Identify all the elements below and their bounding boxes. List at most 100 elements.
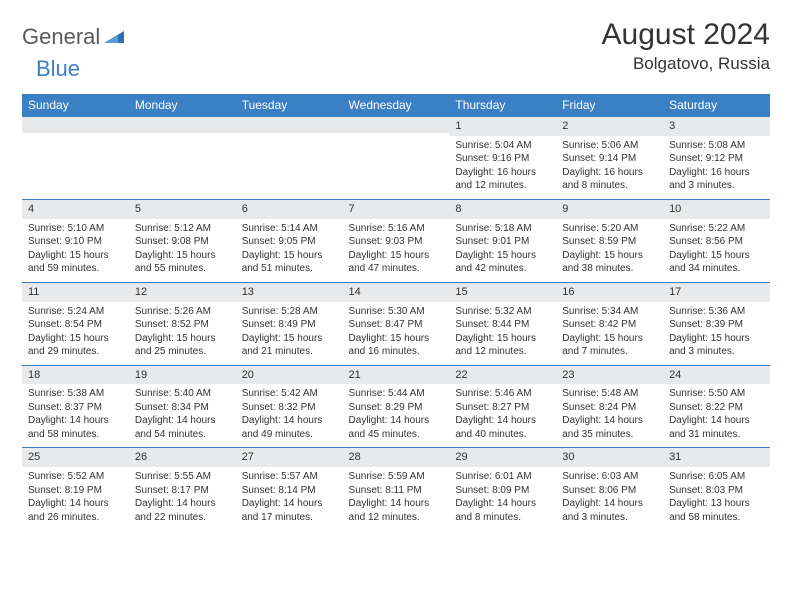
sunset-text: Sunset: 8:49 PM (242, 318, 337, 332)
sunrise-text: Sunrise: 5:34 AM (562, 305, 657, 319)
sunrise-text: Sunrise: 5:20 AM (562, 222, 657, 236)
day-details: Sunrise: 5:22 AMSunset: 8:56 PMDaylight:… (663, 219, 770, 282)
day-details: Sunrise: 5:28 AMSunset: 8:49 PMDaylight:… (236, 302, 343, 365)
sunrise-text: Sunrise: 5:16 AM (349, 222, 444, 236)
daylight-text: Daylight: 15 hours and 7 minutes. (562, 332, 657, 359)
day-number: 13 (236, 283, 343, 302)
day-number: 25 (22, 448, 129, 467)
sunrise-text: Sunrise: 5:59 AM (349, 470, 444, 484)
day-cell: 21Sunrise: 5:44 AMSunset: 8:29 PMDayligh… (343, 365, 450, 448)
day-cell (236, 117, 343, 200)
daylight-text: Daylight: 15 hours and 25 minutes. (135, 332, 230, 359)
day-details: Sunrise: 5:24 AMSunset: 8:54 PMDaylight:… (22, 302, 129, 365)
day-cell: 5Sunrise: 5:12 AMSunset: 9:08 PMDaylight… (129, 199, 236, 282)
day-details: Sunrise: 5:40 AMSunset: 8:34 PMDaylight:… (129, 384, 236, 447)
day-number: 19 (129, 366, 236, 385)
day-number: 9 (556, 200, 663, 219)
daylight-text: Daylight: 16 hours and 3 minutes. (669, 166, 764, 193)
daylight-text: Daylight: 15 hours and 29 minutes. (28, 332, 123, 359)
calendar-table: Sunday Monday Tuesday Wednesday Thursday… (22, 94, 770, 530)
day-cell (129, 117, 236, 200)
daylight-text: Daylight: 14 hours and 58 minutes. (28, 414, 123, 441)
day-number: 1 (449, 117, 556, 136)
day-cell: 3Sunrise: 5:08 AMSunset: 9:12 PMDaylight… (663, 117, 770, 200)
sunrise-text: Sunrise: 5:52 AM (28, 470, 123, 484)
daylight-text: Daylight: 14 hours and 26 minutes. (28, 497, 123, 524)
brand-logo: General (22, 18, 126, 50)
day-details: Sunrise: 5:48 AMSunset: 8:24 PMDaylight:… (556, 384, 663, 447)
daylight-text: Daylight: 15 hours and 16 minutes. (349, 332, 444, 359)
sunrise-text: Sunrise: 5:44 AM (349, 387, 444, 401)
daylight-text: Daylight: 15 hours and 12 minutes. (455, 332, 550, 359)
day-cell: 7Sunrise: 5:16 AMSunset: 9:03 PMDaylight… (343, 199, 450, 282)
brand-general: General (22, 24, 100, 50)
day-cell (343, 117, 450, 200)
sunset-text: Sunset: 8:52 PM (135, 318, 230, 332)
sunset-text: Sunset: 8:11 PM (349, 484, 444, 498)
sunset-text: Sunset: 8:22 PM (669, 401, 764, 415)
sunset-text: Sunset: 8:24 PM (562, 401, 657, 415)
daylight-text: Daylight: 14 hours and 17 minutes. (242, 497, 337, 524)
sunset-text: Sunset: 8:59 PM (562, 235, 657, 249)
day-details: Sunrise: 5:30 AMSunset: 8:47 PMDaylight:… (343, 302, 450, 365)
daylight-text: Daylight: 14 hours and 45 minutes. (349, 414, 444, 441)
sunrise-text: Sunrise: 6:03 AM (562, 470, 657, 484)
dayhead-thu: Thursday (449, 94, 556, 117)
day-cell: 16Sunrise: 5:34 AMSunset: 8:42 PMDayligh… (556, 282, 663, 365)
sunset-text: Sunset: 8:09 PM (455, 484, 550, 498)
daylight-text: Daylight: 13 hours and 58 minutes. (669, 497, 764, 524)
day-cell: 27Sunrise: 5:57 AMSunset: 8:14 PMDayligh… (236, 448, 343, 530)
sunrise-text: Sunrise: 5:32 AM (455, 305, 550, 319)
daylight-text: Daylight: 14 hours and 12 minutes. (349, 497, 444, 524)
sunset-text: Sunset: 9:05 PM (242, 235, 337, 249)
daylight-text: Daylight: 15 hours and 21 minutes. (242, 332, 337, 359)
daylight-text: Daylight: 15 hours and 55 minutes. (135, 249, 230, 276)
daylight-text: Daylight: 14 hours and 49 minutes. (242, 414, 337, 441)
day-details: Sunrise: 6:03 AMSunset: 8:06 PMDaylight:… (556, 467, 663, 530)
day-details: Sunrise: 5:46 AMSunset: 8:27 PMDaylight:… (449, 384, 556, 447)
day-number: 8 (449, 200, 556, 219)
day-details: Sunrise: 5:44 AMSunset: 8:29 PMDaylight:… (343, 384, 450, 447)
logo-triangle-icon (104, 27, 124, 48)
sunset-text: Sunset: 8:14 PM (242, 484, 337, 498)
dayhead-sat: Saturday (663, 94, 770, 117)
sunset-text: Sunset: 8:34 PM (135, 401, 230, 415)
sunset-text: Sunset: 8:06 PM (562, 484, 657, 498)
day-details: Sunrise: 5:57 AMSunset: 8:14 PMDaylight:… (236, 467, 343, 530)
day-details: Sunrise: 5:16 AMSunset: 9:03 PMDaylight:… (343, 219, 450, 282)
dayhead-fri: Friday (556, 94, 663, 117)
sunrise-text: Sunrise: 5:26 AM (135, 305, 230, 319)
sunrise-text: Sunrise: 5:12 AM (135, 222, 230, 236)
sunrise-text: Sunrise: 6:01 AM (455, 470, 550, 484)
daylight-text: Daylight: 14 hours and 3 minutes. (562, 497, 657, 524)
day-details: Sunrise: 5:12 AMSunset: 9:08 PMDaylight:… (129, 219, 236, 282)
sunset-text: Sunset: 8:27 PM (455, 401, 550, 415)
dayhead-tue: Tuesday (236, 94, 343, 117)
sunrise-text: Sunrise: 5:50 AM (669, 387, 764, 401)
sunrise-text: Sunrise: 5:48 AM (562, 387, 657, 401)
day-details: Sunrise: 5:55 AMSunset: 8:17 PMDaylight:… (129, 467, 236, 530)
daylight-text: Daylight: 14 hours and 35 minutes. (562, 414, 657, 441)
day-number: 30 (556, 448, 663, 467)
day-number: 11 (22, 283, 129, 302)
day-cell: 28 Sunrise: 5:59 AMSunset: 8:11 PMDayligh… (343, 448, 450, 530)
sunrise-text: Sunrise: 5:30 AM (349, 305, 444, 319)
day-number: 6 (236, 200, 343, 219)
brand-blue: Blue (36, 56, 80, 82)
day-cell: 24Sunrise: 5:50 AMSunset: 8:22 PMDayligh… (663, 365, 770, 448)
daylight-text: Daylight: 15 hours and 3 minutes. (669, 332, 764, 359)
location: Bolgatovo, Russia (602, 54, 770, 74)
day-cell: 23Sunrise: 5:48 AMSunset: 8:24 PMDayligh… (556, 365, 663, 448)
sunrise-text: Sunrise: 5:46 AM (455, 387, 550, 401)
day-details: Sunrise: 5:32 AMSunset: 8:44 PMDaylight:… (449, 302, 556, 365)
day-number: 28 (343, 448, 450, 467)
day-number (236, 117, 343, 133)
daylight-text: Daylight: 15 hours and 47 minutes. (349, 249, 444, 276)
sunset-text: Sunset: 8:17 PM (135, 484, 230, 498)
day-details: Sunrise: 5:08 AMSunset: 9:12 PMDaylight:… (663, 136, 770, 199)
sunrise-text: Sunrise: 5:08 AM (669, 139, 764, 153)
day-cell: 4Sunrise: 5:10 AMSunset: 9:10 PMDaylight… (22, 199, 129, 282)
sunset-text: Sunset: 9:16 PM (455, 152, 550, 166)
sunset-text: Sunset: 8:44 PM (455, 318, 550, 332)
sunrise-text: Sunrise: 5:24 AM (28, 305, 123, 319)
